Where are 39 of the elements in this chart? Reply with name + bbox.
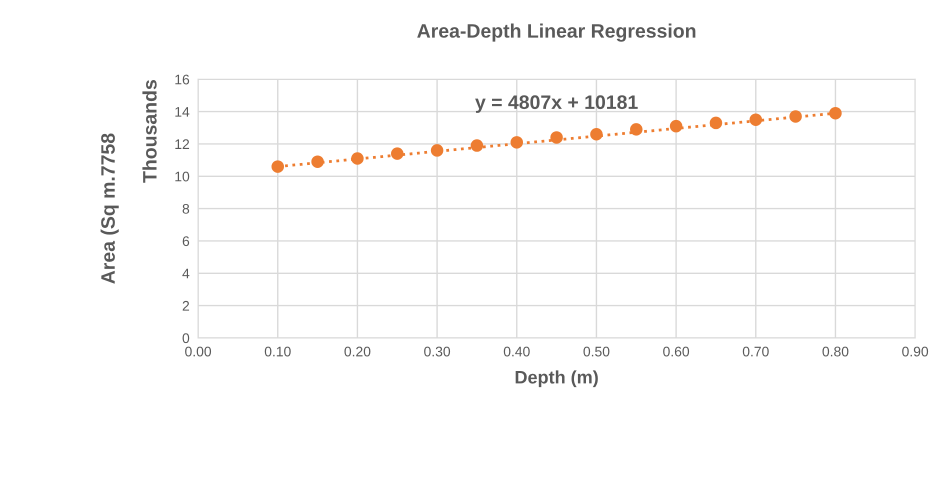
point	[391, 147, 404, 160]
point	[590, 128, 603, 140]
text: Thousands	[142, 80, 157, 183]
x-tick-label: 0.40	[504, 346, 530, 356]
chart-title: Area-Depth Linear Regression	[417, 24, 696, 42]
point	[829, 106, 842, 120]
point	[470, 139, 484, 152]
point	[510, 136, 524, 149]
x-axis-title: Depth (m)	[516, 370, 598, 388]
y-tick-label: 6	[182, 236, 190, 246]
x-tick-label: 0.70	[742, 346, 769, 356]
x-tick-label: 0.50	[583, 346, 610, 356]
x-tick-label: 0.20	[344, 346, 370, 356]
x-tick-label: 0.00	[185, 346, 212, 356]
point	[311, 155, 324, 168]
point	[430, 144, 444, 157]
y-tick-label: 2	[182, 300, 190, 311]
annotation: y = 4807x + 10181	[475, 95, 638, 113]
point	[789, 110, 802, 123]
y-tick-label: 0	[182, 333, 190, 344]
point	[630, 123, 643, 136]
x-tick-label: 0.30	[424, 346, 450, 356]
x-tick-label: 0.10	[264, 346, 291, 356]
y-tick-label: 14	[175, 107, 190, 117]
y-tick-label: 16	[175, 74, 190, 84]
point	[710, 116, 722, 130]
x-tick-label: 0.90	[902, 346, 928, 356]
y-tick-label: 4	[182, 268, 190, 278]
y-tick-label: 10	[175, 172, 190, 182]
y-axis-title: Area (Sq m.7758	[100, 134, 119, 284]
point	[670, 120, 682, 132]
y-tick-label: 12	[175, 139, 190, 149]
x-tick-label: 0.60	[663, 346, 690, 356]
point	[272, 160, 284, 173]
x-tick-label: 0.80	[822, 346, 848, 356]
point	[351, 152, 364, 165]
y-tick-label: 8	[182, 204, 190, 214]
point	[550, 131, 563, 144]
point	[750, 113, 762, 126]
